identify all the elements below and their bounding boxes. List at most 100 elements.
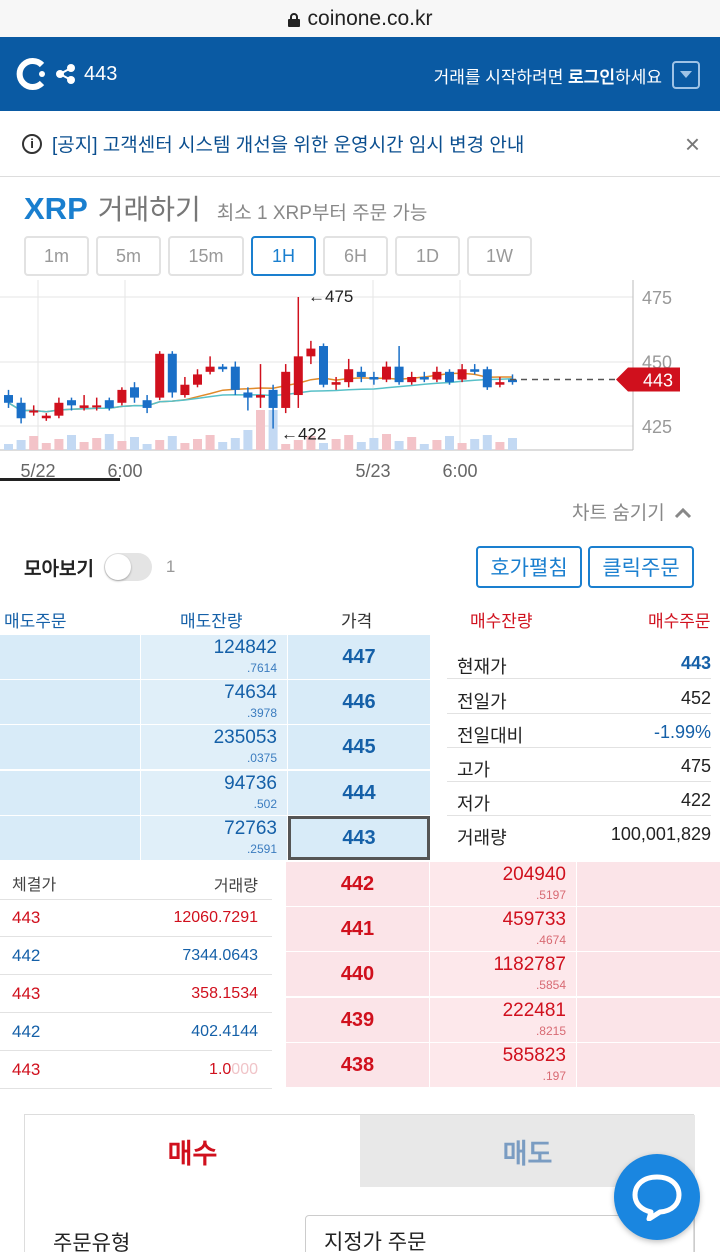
candle-body [482,369,492,388]
click-order-button[interactable]: 클릭주문 [588,546,694,588]
bid-qty-decimal: .8215 [535,1024,566,1038]
notice-text[interactable]: [공지] 고객센터 시스템 개선을 위한 운영시간 임시 변경 안내 [52,135,525,156]
login-link[interactable]: 로그인 [568,68,616,87]
tab-1w[interactable]: 1W [467,236,532,276]
bid-price-cell[interactable]: 440 [286,952,429,996]
ask-price-cell[interactable]: 447 [288,635,430,679]
bid-row[interactable]: 441 459733 .4674 [286,907,720,952]
ask-order-cell[interactable] [0,680,140,724]
chat-button[interactable] [614,1154,700,1240]
tab-5m[interactable]: 5m [96,236,161,276]
ask-order-cell[interactable] [0,771,140,815]
bid-price-cell[interactable]: 441 [286,907,429,951]
order-type-select[interactable]: 지정가 주문 [305,1215,695,1252]
ask-row[interactable]: 94736 .502 444 [0,771,430,816]
trade-row: 442 7344.0643 [0,937,272,975]
bid-order-cell[interactable] [577,1043,720,1087]
tab-1h[interactable]: 1H [251,236,316,276]
bid-price-cell[interactable]: 439 [286,998,429,1042]
bid-qty-cell: 585823 .197 [430,1043,576,1087]
order-panel: 매수 매도 주문유형 지정가 주문 [24,1114,695,1252]
candle-body [155,353,165,398]
volume-bar [29,436,39,450]
price-chart[interactable]: 475 450 425 5/22 6:00 5/23 6:00 443 ←475 ←422 [0,280,720,485]
spread-button[interactable]: 호가펼침 [476,546,582,588]
candle-body [256,395,265,398]
bid-qty: 459733 [502,909,566,930]
hide-chart-toggle[interactable]: 차트 숨기기 [572,498,692,525]
ask-order-cell[interactable] [0,635,140,679]
current-price-label: 443 [643,371,673,391]
trades-header: 체결가 거래량 [0,862,272,900]
ask-price-cell[interactable]: 445 [288,725,430,769]
ask-order-cell[interactable] [0,725,140,769]
volume-bar [180,443,190,450]
info-icon: i [22,133,42,154]
current-price-cell[interactable]: 443 [288,816,430,860]
candle-body [167,353,177,393]
trade-qty-header: 거래량 [213,878,258,895]
bid-price-cell[interactable]: 442 [286,862,429,906]
ask-row[interactable]: 74634 .3978 446 [0,680,430,725]
tab-buy[interactable]: 매수 [25,1115,360,1187]
volume-bar [356,442,366,450]
ask-row[interactable]: 124842 .7614 447 [0,635,430,680]
bid-qty-decimal: .4674 [535,933,566,947]
ask-qty-decimal: .7614 [246,661,277,675]
tab-1m[interactable]: 1m [24,236,89,276]
app-header: 443 거래를 시작하려면 로그인하세요 [0,37,720,111]
candle-body [54,402,64,416]
coinone-logo[interactable]: 443 [14,56,117,92]
tab-6h[interactable]: 6H [323,236,388,276]
bid-row[interactable]: 442 204940 .5197 [286,862,720,907]
bid-order-cell[interactable] [577,862,720,906]
volume-bar [256,410,265,450]
volume-bar [130,437,139,450]
notice-bar[interactable]: i [공지] 고객센터 시스템 개선을 위한 운영시간 임시 변경 안내 × [0,111,720,177]
coin-symbol: XRP [24,191,88,226]
candle-body [4,395,13,403]
y-tick-label: 425 [642,417,672,437]
ask-price: 447 [342,645,376,668]
ask-order-header: 매도주문 [4,612,67,631]
ask-qty: 235053 [213,727,277,748]
bid-row[interactable]: 439 222481 .8215 [286,998,720,1043]
browser-url-bar[interactable]: coinone.co.kr [0,0,720,37]
price-header: 가격 [341,612,373,631]
candle-body [495,382,505,385]
volume-bar [281,444,291,450]
ask-price: 446 [342,690,376,713]
menu-dropdown-button[interactable] [672,61,700,89]
login-prompt[interactable]: 거래를 시작하려면 로그인하세요 [434,63,662,88]
bid-order-cell[interactable] [577,998,720,1042]
ask-order-cell[interactable] [0,816,140,860]
bid-row[interactable]: 438 585823 .197 [286,1043,720,1088]
y-tick-label: 450 [642,353,672,373]
ask-row[interactable]: 235053 .0375 445 [0,725,430,770]
candle-body [79,405,89,408]
bid-price-cell[interactable]: 438 [286,1043,429,1087]
ask-price-cell[interactable]: 446 [288,680,430,724]
ask-qty-decimal: .2591 [246,842,277,856]
bid-order-cell[interactable] [577,952,720,996]
bid-qty: 222481 [502,1000,566,1021]
trade-row: 443 358.1534 [0,975,272,1013]
login-suffix: 하세요 [615,68,662,87]
collect-label: 모아보기 [24,558,94,580]
trade-qty-faded: 000 [231,1061,258,1078]
candle-body [457,369,467,380]
ask-price-cell[interactable]: 444 [288,771,430,815]
ask-row[interactable]: 72763 .2591 443 [0,816,430,861]
volume-bar [16,440,26,450]
collect-toggle[interactable] [103,553,152,581]
volume-bar [394,441,404,450]
volume-bar [243,430,253,450]
bid-order-cell[interactable] [577,907,720,951]
candle-body [29,410,39,413]
tab-15m[interactable]: 15m [168,236,244,276]
volume-bar [79,442,89,450]
tab-1d[interactable]: 1D [395,236,460,276]
close-icon[interactable]: × [684,129,700,159]
bid-row[interactable]: 440 1182787 .5854 [286,952,720,997]
candle-body [319,346,328,385]
